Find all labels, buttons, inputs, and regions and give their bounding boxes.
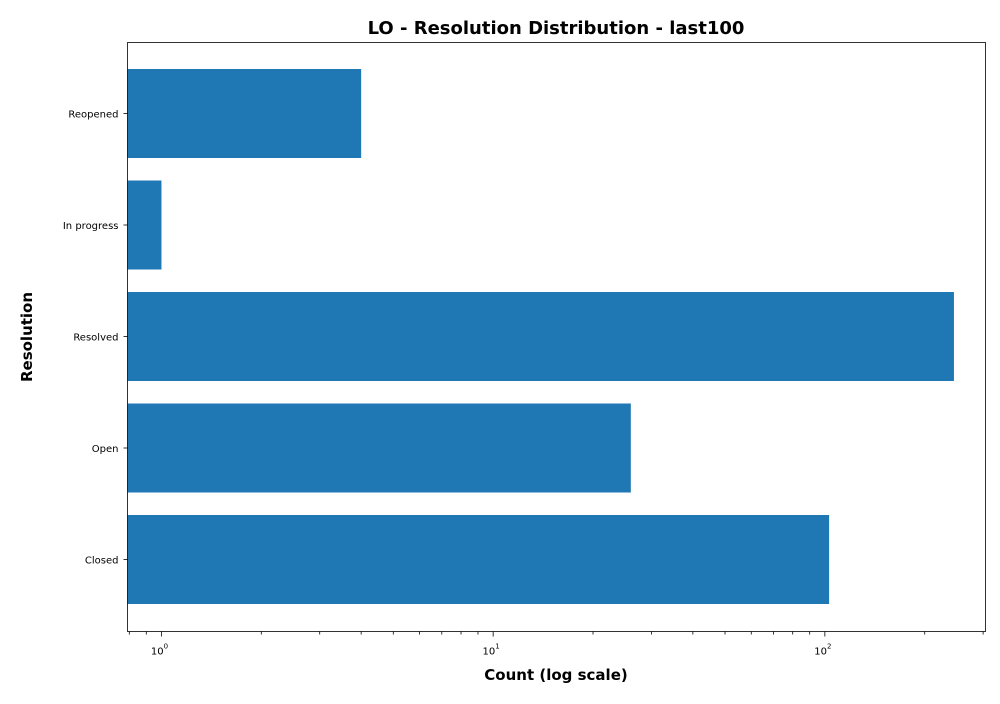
plot-frame: [127, 42, 986, 632]
chart-title: LO - Resolution Distribution - last100: [368, 18, 745, 39]
ticks-layer: Closed Open Resolved In progress Reopened 100…: [63, 110, 984, 658]
x-tick-label: 101: [483, 643, 500, 658]
y-tick-label: In progress: [63, 221, 119, 232]
y-tick-label: Resolved: [73, 333, 118, 344]
y-tick-label: Reopened: [68, 110, 118, 121]
bar-in-progress: [127, 180, 162, 270]
bars-layer: [127, 69, 954, 604]
bar-reopened: [127, 69, 362, 158]
x-tick-label: 100: [151, 643, 168, 658]
bar-open: [127, 403, 631, 493]
y-tick-label: Open: [92, 444, 119, 455]
y-axis-label: Resolution: [18, 292, 36, 382]
x-tick-label: 102: [814, 643, 831, 658]
bar-closed: [127, 515, 830, 604]
y-tick-label: Closed: [85, 556, 119, 567]
bar-resolved: [127, 292, 954, 381]
x-axis-label: Count (log scale): [484, 666, 627, 684]
